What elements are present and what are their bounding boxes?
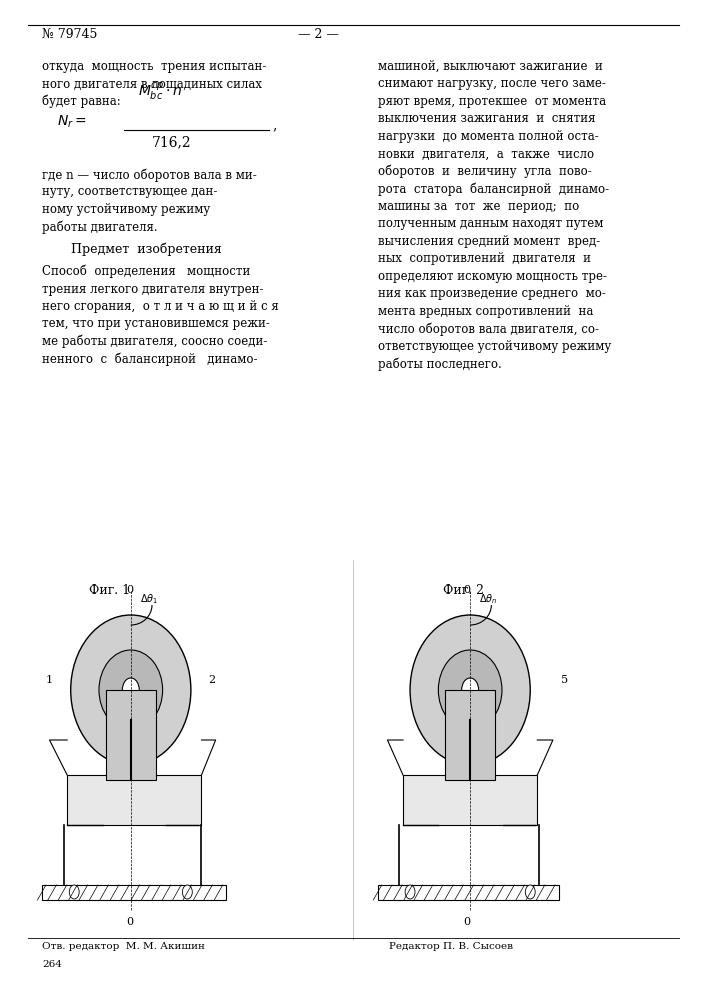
Text: ,: ,: [272, 118, 276, 132]
Polygon shape: [67, 775, 201, 825]
Text: мента вредных сопротивлений  на: мента вредных сопротивлений на: [378, 305, 594, 318]
Circle shape: [122, 678, 139, 702]
Circle shape: [462, 678, 479, 702]
Text: оборотов  и  величину  угла  пово-: оборотов и величину угла пово-: [378, 165, 592, 178]
Text: нуту, соответствующее дан-: нуту, соответствующее дан-: [42, 186, 218, 198]
Text: ряют время, протекшее  от момента: ряют время, протекшее от момента: [378, 95, 607, 108]
Text: 0: 0: [126, 585, 133, 595]
Text: число оборотов вала двигателя, со-: число оборотов вала двигателя, со-: [378, 322, 600, 336]
Text: $\Delta\theta_1$: $\Delta\theta_1$: [140, 592, 158, 606]
Text: определяют искомую мощность тре-: определяют искомую мощность тре-: [378, 270, 607, 283]
Text: откуда  мощность  трения испытан-: откуда мощность трения испытан-: [42, 60, 267, 73]
Ellipse shape: [99, 650, 163, 730]
Text: Способ  определения   мощности: Способ определения мощности: [42, 265, 251, 278]
Text: машиной, выключают зажигание  и: машиной, выключают зажигание и: [378, 60, 603, 73]
Text: Предмет  изобретения: Предмет изобретения: [71, 243, 221, 256]
Text: 5: 5: [561, 675, 568, 685]
Text: ненного  с  балансирной   динамо-: ненного с балансирной динамо-: [42, 352, 258, 366]
Text: ния как произведение среднего  мо-: ния как произведение среднего мо-: [378, 287, 606, 300]
Text: Отв. редактор  М. М. Акишин: Отв. редактор М. М. Акишин: [42, 942, 205, 951]
Text: снимают нагрузку, после чего заме-: снимают нагрузку, после чего заме-: [378, 78, 606, 91]
Text: вычисления средний момент  вред-: вычисления средний момент вред-: [378, 235, 600, 248]
Text: № 79745: № 79745: [42, 28, 98, 41]
Text: 2: 2: [209, 675, 216, 685]
Text: трения легкого двигателя внутрен-: трения легкого двигателя внутрен-: [42, 282, 264, 296]
Polygon shape: [403, 775, 537, 825]
Text: новки  двигателя,  а  также  число: новки двигателя, а также число: [378, 147, 595, 160]
Text: — 2 —: — 2 —: [298, 28, 339, 41]
Polygon shape: [378, 885, 559, 900]
Circle shape: [69, 885, 79, 899]
Circle shape: [525, 885, 535, 899]
Text: 0: 0: [126, 917, 133, 927]
Text: ответствующее устойчивому режиму: ответствующее устойчивому режиму: [378, 340, 612, 353]
Polygon shape: [42, 885, 226, 900]
FancyBboxPatch shape: [445, 690, 495, 780]
Ellipse shape: [410, 615, 530, 765]
Text: 0: 0: [463, 585, 470, 595]
Text: 1: 1: [46, 675, 53, 685]
Text: ме работы двигателя, соосно соеди-: ме работы двигателя, соосно соеди-: [42, 335, 268, 348]
Text: $M_{bc}^{cp} \cdot n$: $M_{bc}^{cp} \cdot n$: [138, 80, 182, 102]
Text: рота  статора  балансирной  динамо-: рота статора балансирной динамо-: [378, 182, 609, 196]
Text: работы двигателя.: работы двигателя.: [42, 220, 158, 234]
Text: $\Delta\theta_n$: $\Delta\theta_n$: [479, 592, 497, 606]
Text: нагрузки  до момента полной оста-: нагрузки до момента полной оста-: [378, 130, 599, 143]
Text: 264: 264: [42, 960, 62, 969]
Text: ных  сопротивлений  двигателя  и: ных сопротивлений двигателя и: [378, 252, 591, 265]
Text: где n — число оборотов вала в ми-: где n — число оборотов вала в ми-: [42, 168, 257, 182]
Text: Фиг. 2: Фиг. 2: [443, 584, 484, 597]
Text: тем, что при установившемся режи-: тем, что при установившемся режи-: [42, 317, 270, 330]
Text: выключения зажигания  и  снятия: выключения зажигания и снятия: [378, 112, 596, 125]
Circle shape: [182, 885, 192, 899]
Circle shape: [405, 885, 415, 899]
Text: $N_r=$: $N_r=$: [57, 114, 86, 130]
Ellipse shape: [438, 650, 502, 730]
Text: машины за  тот  же  период;  по: машины за тот же период; по: [378, 200, 580, 213]
Text: работы последнего.: работы последнего.: [378, 357, 502, 371]
Text: ного двигателя в лошадиных силах: ного двигателя в лошадиных силах: [42, 78, 262, 91]
Text: Редактор П. В. Сысоев: Редактор П. В. Сысоев: [389, 942, 513, 951]
Text: него сгорания,  о т л и ч а ю щ и й с я: него сгорания, о т л и ч а ю щ и й с я: [42, 300, 279, 313]
Text: 716,2: 716,2: [152, 135, 192, 149]
FancyBboxPatch shape: [106, 690, 156, 780]
Ellipse shape: [71, 615, 191, 765]
Text: ному устойчивому режиму: ному устойчивому режиму: [42, 203, 211, 216]
Text: будет равна:: будет равна:: [42, 95, 121, 108]
Text: полученным данным находят путем: полученным данным находят путем: [378, 217, 604, 230]
Text: 0: 0: [463, 917, 470, 927]
Text: Фиг. 1: Фиг. 1: [89, 584, 130, 597]
